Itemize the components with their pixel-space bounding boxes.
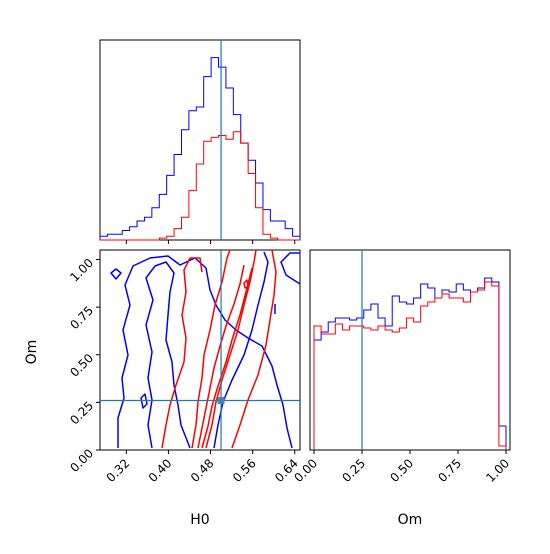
h0-tick-label: 0.48 bbox=[188, 456, 217, 485]
red-contour-inner-2 bbox=[201, 267, 253, 449]
h0-tick-label: 0.56 bbox=[230, 456, 259, 485]
blue-contour-outer-right bbox=[280, 252, 300, 285]
blue-contour-island-2 bbox=[140, 393, 148, 409]
h0-tick-label: 0.32 bbox=[104, 456, 133, 485]
om-y-tick-label: 1.00 bbox=[67, 256, 96, 285]
om-tick-label: 1.00 bbox=[483, 456, 512, 485]
red-contour-group bbox=[161, 250, 277, 449]
om-y-tick-label: 0.75 bbox=[67, 303, 96, 332]
om-y-tick-label: 0.50 bbox=[67, 351, 96, 380]
red-contour-mid-left bbox=[191, 250, 231, 449]
om-tick-label: 0.00 bbox=[291, 456, 320, 485]
red-contour-outer-right bbox=[231, 250, 277, 449]
om-tick-label: 0.75 bbox=[435, 456, 464, 485]
joint-frame bbox=[99, 249, 301, 451]
blue-contour-island bbox=[110, 268, 122, 280]
om-xlabel: Om bbox=[398, 512, 423, 528]
joint-truth-marker bbox=[217, 396, 225, 404]
h0-tick-label: 0.40 bbox=[146, 456, 175, 485]
om-tick-label: 0.25 bbox=[339, 456, 368, 485]
joint-xlabel: H0 bbox=[190, 512, 209, 528]
red-contour-inner bbox=[197, 264, 245, 449]
om-tick-label: 0.50 bbox=[387, 456, 416, 485]
h0-marginal-frame bbox=[99, 39, 301, 241]
om-y-tick-label: 0.25 bbox=[67, 399, 96, 428]
h0-marginal-panel bbox=[99, 39, 301, 244]
h0-hist-series-0 bbox=[99, 57, 301, 240]
om-hist-series-0 bbox=[313, 277, 507, 450]
om-hist-series-1 bbox=[313, 281, 507, 450]
joint-ylabel: Om bbox=[24, 340, 40, 365]
h0-hist-series-1 bbox=[100, 131, 300, 241]
om-y-tick-label: 0.00 bbox=[67, 446, 96, 475]
om-marginal-frame bbox=[309, 249, 511, 451]
red-contour-outer-left bbox=[161, 257, 203, 449]
red-contour-island bbox=[243, 279, 249, 289]
red-contour-mid-right bbox=[205, 250, 257, 449]
blue-contour-inner bbox=[145, 261, 191, 449]
om-marginal-panel: 0.00 0.25 0.50 0.75 1.00 bbox=[291, 249, 512, 485]
joint-panel: 0.32 0.40 0.48 0.56 0.640.000.250.500.751.00 bbox=[67, 249, 301, 485]
